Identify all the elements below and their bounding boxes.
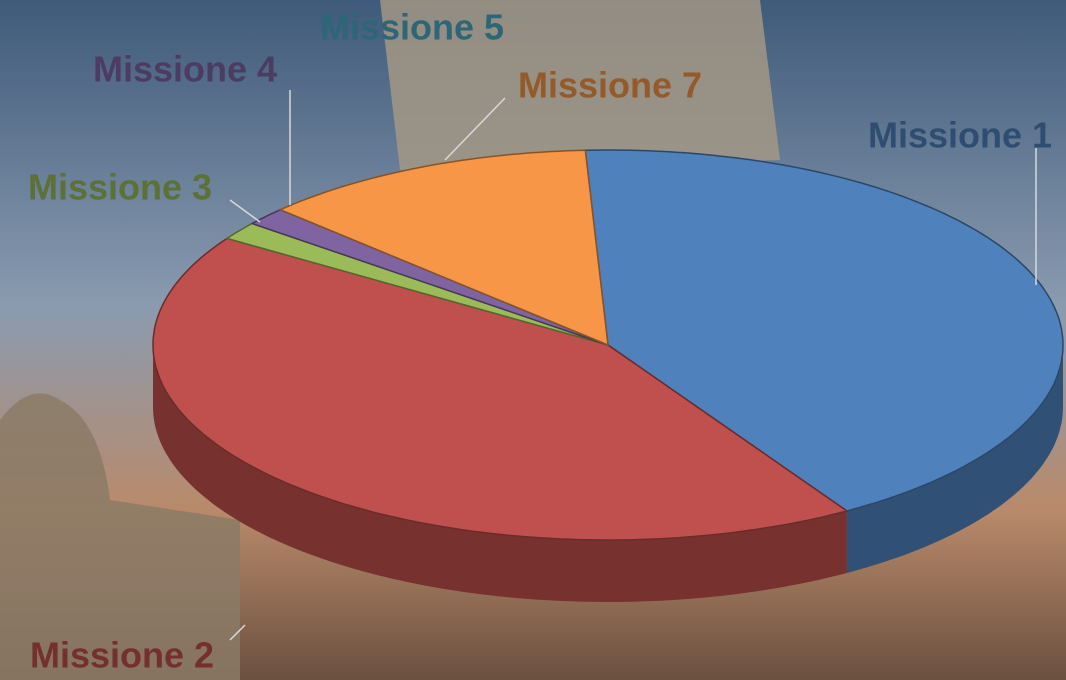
chart: Missione 1 Missione 2 Missione 3 Missione 4… [0, 0, 1066, 680]
slice-label: Missione 2 [30, 635, 214, 676]
slice-label: Missione 3 [28, 167, 212, 208]
slice-label: Missione 4 [93, 49, 277, 90]
slice-label: Missione 7 [518, 65, 702, 106]
slice-label: Missione 5 [320, 7, 504, 48]
slice-label: Missione 1 [868, 115, 1052, 156]
